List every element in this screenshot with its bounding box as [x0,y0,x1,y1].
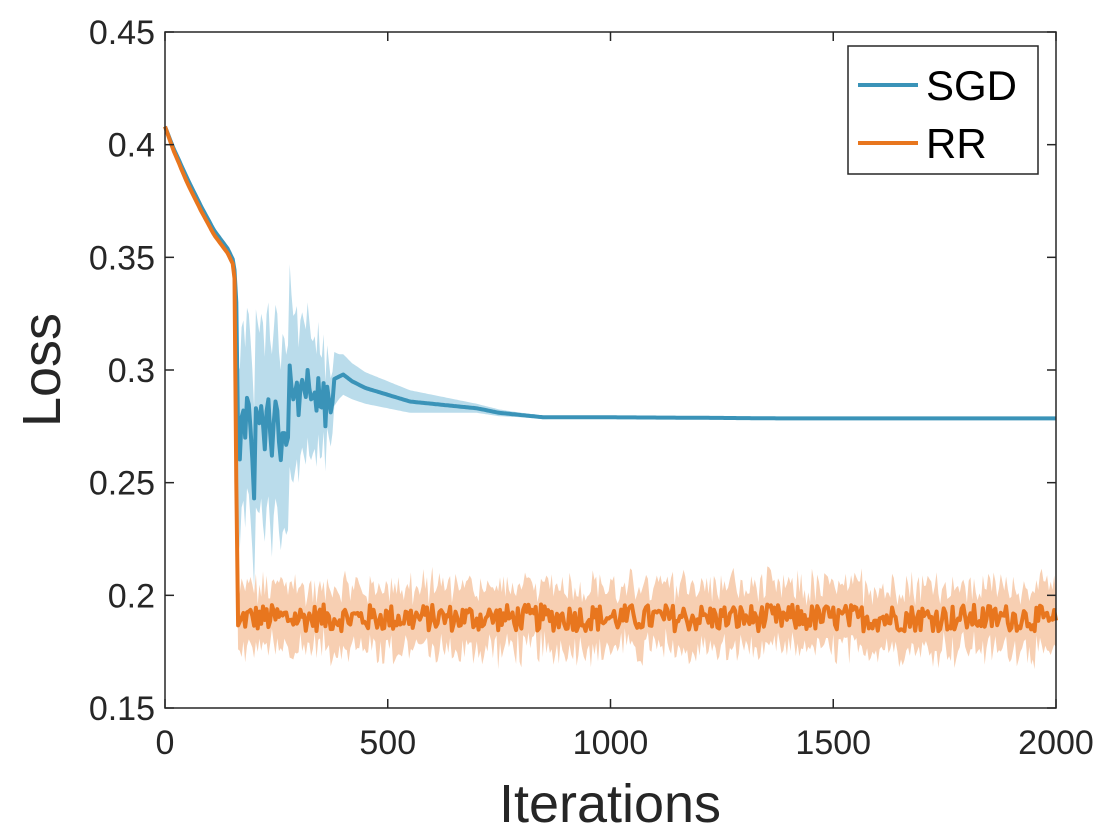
axis-ticks [164,31,1057,709]
x-tick-label: 0 [156,724,175,762]
x-tick-label: 500 [359,724,416,762]
x-axis-title: Iterations [499,774,721,834]
x-tick-label: 1500 [795,724,871,762]
x-tick-label: 1000 [573,724,649,762]
x-tick-label: 2000 [1018,724,1094,762]
y-axis-title: Loss [12,313,72,427]
y-tick-label: 0.15 [89,690,155,728]
legend: SGD RR [847,45,1039,175]
legend-label-sgd: SGD [926,62,1017,109]
series-lines [163,125,1058,634]
y-tick-label: 0.4 [108,127,155,165]
y-tick-label: 0.35 [89,239,155,277]
legend-label-rr: RR [926,120,987,167]
y-tick-label: 0.2 [108,577,155,615]
line-rr [163,125,1058,634]
legend-box [847,45,1039,175]
y-tick-label: 0.3 [108,352,155,390]
y-tick-label: 0.25 [89,465,155,503]
line-sgd [163,125,1057,501]
y-tick-label: 0.45 [89,14,155,52]
band-sgd [165,125,1056,589]
axis-tick-labels: 0 500 1000 1500 2000 0.15 0.2 0.25 0.3 0.35 0.4 0.4… [89,14,1094,762]
